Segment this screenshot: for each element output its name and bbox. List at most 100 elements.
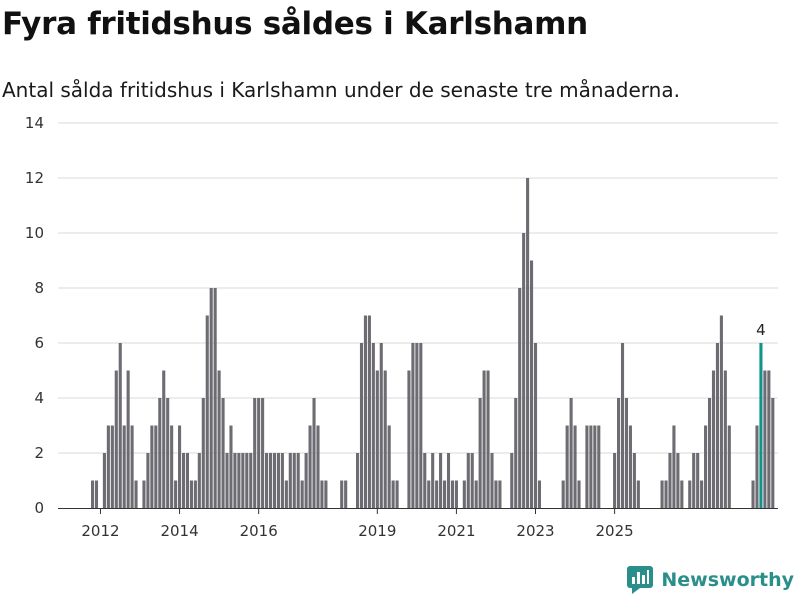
- bar[interactable]: [628, 425, 632, 509]
- bar[interactable]: [522, 233, 526, 508]
- bar[interactable]: [114, 370, 118, 509]
- bar[interactable]: [189, 480, 193, 509]
- bar[interactable]: [344, 480, 348, 509]
- bar[interactable]: [363, 315, 367, 509]
- bar[interactable]: [102, 453, 106, 508]
- bar[interactable]: [280, 453, 284, 508]
- bar[interactable]: [632, 453, 636, 508]
- bar[interactable]: [565, 425, 569, 509]
- bar[interactable]: [700, 480, 704, 509]
- bar[interactable]: [268, 453, 273, 508]
- bar[interactable]: [197, 453, 201, 508]
- bar[interactable]: [158, 398, 162, 508]
- bar[interactable]: [162, 370, 166, 509]
- bar[interactable]: [537, 480, 542, 509]
- bar[interactable]: [692, 453, 696, 508]
- bar[interactable]: [308, 425, 312, 509]
- bar[interactable]: [213, 288, 217, 508]
- bar[interactable]: [395, 480, 399, 509]
- bar[interactable]: [221, 398, 225, 508]
- bar[interactable]: [174, 480, 178, 509]
- bar[interactable]: [166, 398, 170, 508]
- bar[interactable]: [209, 288, 213, 508]
- bar[interactable]: [443, 480, 447, 509]
- bar[interactable]: [530, 260, 534, 509]
- bar[interactable]: [771, 398, 775, 508]
- bar[interactable]: [672, 425, 676, 509]
- bar[interactable]: [359, 343, 364, 508]
- bar[interactable]: [680, 480, 684, 509]
- bar[interactable]: [355, 453, 360, 508]
- bar[interactable]: [126, 370, 130, 509]
- bar[interactable]: [340, 480, 344, 509]
- bar[interactable]: [664, 480, 668, 509]
- bar[interactable]: [91, 480, 95, 509]
- bar[interactable]: [371, 343, 375, 508]
- bar[interactable]: [719, 315, 723, 509]
- bar[interactable]: [755, 425, 759, 509]
- bar[interactable]: [383, 370, 387, 509]
- bar[interactable]: [379, 343, 383, 508]
- bar[interactable]: [324, 480, 328, 509]
- bar[interactable]: [676, 453, 680, 508]
- bar[interactable]: [620, 343, 625, 508]
- bar[interactable]: [257, 398, 261, 508]
- bar[interactable]: [423, 453, 427, 508]
- bar[interactable]: [245, 453, 249, 508]
- bar[interactable]: [450, 480, 455, 509]
- bar[interactable]: [419, 343, 423, 508]
- bar[interactable]: [478, 398, 482, 508]
- bar[interactable]: [122, 425, 126, 509]
- bar[interactable]: [704, 425, 708, 509]
- bar[interactable]: [205, 315, 209, 509]
- bar[interactable]: [573, 425, 577, 509]
- bar[interactable]: [490, 453, 494, 508]
- bar[interactable]: [561, 480, 565, 509]
- bar[interactable]: [225, 453, 229, 508]
- bar[interactable]: [276, 453, 280, 508]
- bar[interactable]: [498, 480, 502, 509]
- bar[interactable]: [593, 425, 597, 509]
- bar[interactable]: [296, 453, 300, 508]
- bar[interactable]: [715, 343, 719, 508]
- bar[interactable]: [217, 370, 221, 509]
- bar[interactable]: [150, 425, 154, 509]
- bar[interactable]: [118, 343, 122, 508]
- bar[interactable]: [585, 425, 589, 509]
- bar[interactable]: [617, 398, 621, 508]
- bar[interactable]: [767, 370, 771, 509]
- bar[interactable]: [94, 480, 99, 509]
- bar[interactable]: [134, 480, 138, 509]
- bar[interactable]: [462, 480, 466, 509]
- bar[interactable]: [431, 453, 435, 508]
- bar[interactable]: [518, 288, 522, 508]
- bar[interactable]: [597, 425, 601, 509]
- bar[interactable]: [154, 425, 158, 509]
- bar[interactable]: [668, 453, 672, 508]
- bar[interactable]: [486, 370, 490, 509]
- highlighted-bar[interactable]: [759, 343, 763, 508]
- bar[interactable]: [514, 398, 518, 508]
- bar[interactable]: [470, 453, 474, 508]
- bar[interactable]: [241, 453, 245, 508]
- bar[interactable]: [110, 425, 114, 509]
- bar[interactable]: [636, 480, 640, 509]
- bar[interactable]: [237, 453, 241, 508]
- bar[interactable]: [181, 453, 186, 508]
- bar[interactable]: [526, 178, 530, 508]
- newsworthy-logo[interactable]: Newsworthy: [627, 566, 794, 594]
- bar[interactable]: [185, 453, 190, 508]
- bar[interactable]: [375, 370, 379, 509]
- bar[interactable]: [494, 480, 498, 509]
- bar[interactable]: [446, 453, 451, 508]
- bar[interactable]: [146, 453, 150, 508]
- bar[interactable]: [763, 370, 767, 509]
- bar[interactable]: [723, 370, 727, 509]
- bar[interactable]: [106, 425, 110, 509]
- bar[interactable]: [288, 453, 292, 508]
- bar[interactable]: [751, 480, 755, 509]
- bar[interactable]: [696, 453, 700, 508]
- bar[interactable]: [178, 425, 182, 509]
- bar[interactable]: [569, 398, 573, 508]
- bar[interactable]: [474, 480, 478, 509]
